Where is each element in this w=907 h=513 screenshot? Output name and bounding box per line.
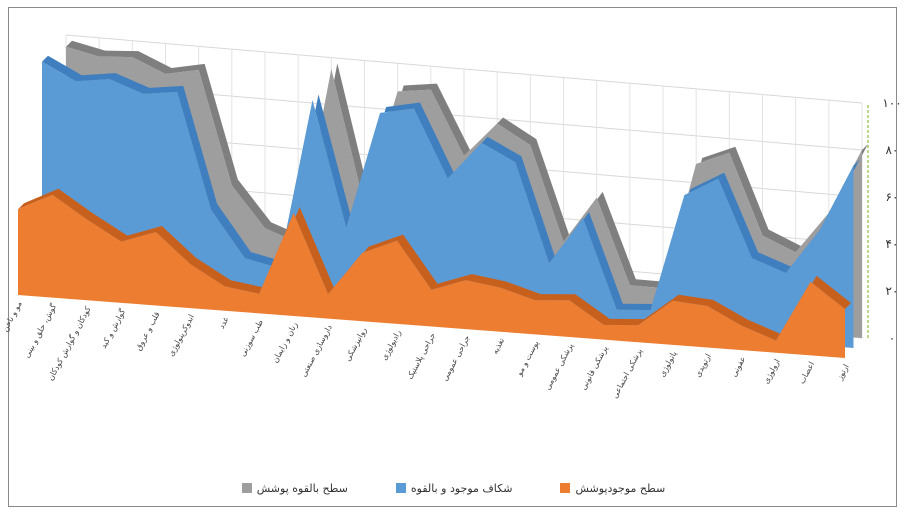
- area-depth-سطح بالقوه پوشش: [66, 40, 868, 289]
- y-axis: ۰ ۲۰ ۴۰ ۶۰ ۸۰ ۱۰۰: [867, 96, 902, 345]
- legend-item: سطح بالقوه پوشش: [241, 478, 348, 498]
- y-tick-label: ۱۰۰: [882, 96, 901, 110]
- legend-swatch: [395, 483, 406, 493]
- legend-swatch: [241, 483, 252, 493]
- legend-swatch: [560, 483, 571, 493]
- x-tick-label: گوارش و کبد: [98, 307, 127, 350]
- x-tick-label: پاتولوژی: [658, 350, 679, 379]
- area-depth-شکاف موجود و بالقوه: [42, 55, 860, 311]
- x-tick-label: پزشکی قانونی: [579, 344, 610, 391]
- legend-item: شکاف موجود و بالقوه: [395, 478, 513, 498]
- x-tick-label: اندوکرینولوژی: [166, 313, 196, 358]
- x-tick-label: روانپزشکی: [343, 326, 368, 363]
- x-tick-label: پزشکی اجتماعی: [610, 347, 644, 400]
- legend-label: سطح بالقوه پوشش: [256, 481, 348, 495]
- x-tick-label: مو و ناخن: [0, 300, 23, 333]
- x-tick-label: ارتوز: [835, 363, 851, 383]
- x-tick-label: گوش، حلق و بینی: [21, 302, 58, 360]
- x-tick-label: قلب و عروق: [134, 310, 162, 352]
- y-tick-label: ۲۰: [886, 284, 899, 298]
- x-tick-label: رادیولوژی: [380, 328, 403, 361]
- x-tick-label: زنان و زایمان: [271, 321, 300, 365]
- area-شکاف موجود و بالقوه: [42, 61, 854, 348]
- x-tick-label: اعصاب: [797, 360, 816, 385]
- chart-areas: [17, 40, 868, 358]
- x-tick-label: غدد: [217, 315, 231, 330]
- legend-item: سطح موجودپوشش: [560, 478, 665, 498]
- x-tick-label: داروسازی صنعتی: [299, 323, 334, 378]
- area-سطح موجودپوشش: [18, 194, 845, 358]
- x-tick-label: جراحی عمومی: [440, 334, 472, 383]
- x-tick-label: طب سوزنی: [238, 318, 265, 358]
- legend-label: شکاف موجود و بالقوه: [410, 481, 513, 495]
- y-tick-label: ۴۰: [886, 237, 899, 251]
- y-tick-label: ۸۰: [886, 143, 899, 157]
- x-tick-label: عفونی: [729, 355, 747, 379]
- x-tick-label: پزشکی عمومی: [543, 342, 575, 392]
- legend: سطح موجودپوشش شکاف موجود و بالقوه سطح بالق…: [0, 478, 907, 498]
- y-tick-label: ۰: [889, 331, 895, 345]
- x-tick-label: پوست و مو: [514, 339, 540, 378]
- y-tick-label: ۶۰: [886, 190, 899, 204]
- x-tick-label: جراحی پلاستیک: [405, 331, 437, 381]
- x-tick-label: ارتوپدی: [693, 352, 713, 378]
- x-tick-label: ارولوژی: [761, 357, 781, 385]
- legend-label: سطح موجودپوشش: [575, 481, 666, 495]
- x-tick-label: تغذیه: [490, 336, 506, 355]
